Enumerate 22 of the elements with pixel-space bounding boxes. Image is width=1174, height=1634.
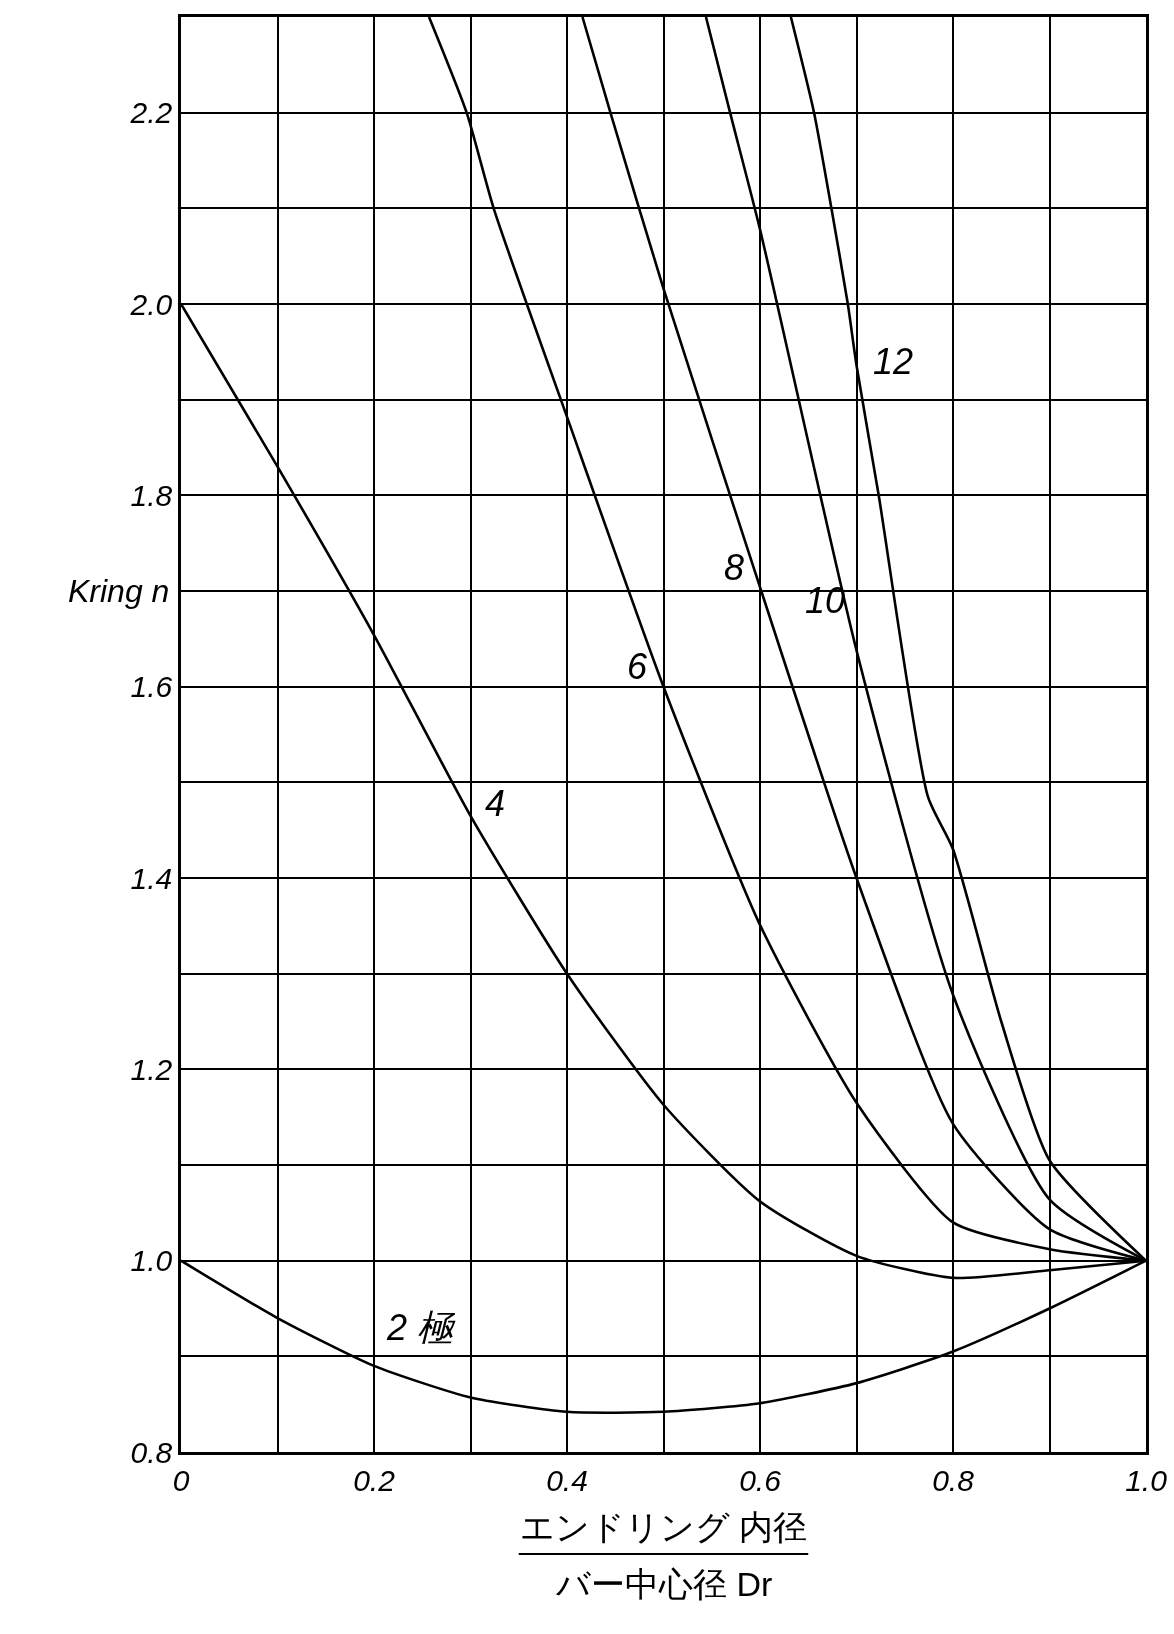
x-tick-label: 0.2	[353, 1463, 396, 1497]
y-tick-label: 1.8	[130, 478, 173, 512]
y-tick-label: 1.6	[130, 670, 173, 704]
x-tick-label: 0.6	[739, 1463, 782, 1497]
series-label: 12	[873, 341, 914, 382]
x-tick-label: 0	[172, 1463, 190, 1497]
y-tick-label: 1.0	[130, 1244, 173, 1278]
x-tick-label: 0.8	[932, 1463, 975, 1497]
y-tick-label: 1.2	[130, 1052, 173, 1086]
series-label: 6	[627, 646, 648, 687]
series-label: 4	[485, 783, 506, 824]
series-label: 8	[724, 547, 745, 588]
y-tick-label: 0.8	[130, 1435, 173, 1469]
y-tick-label: 1.4	[130, 861, 173, 895]
x-axis-title: エンドリング 内径	[520, 1508, 808, 1546]
x-tick-label: 1.0	[1125, 1463, 1168, 1497]
x-tick-label: 0.4	[546, 1463, 588, 1497]
text: バー中心径 Dr	[555, 1565, 773, 1603]
y-axis-title: Kring n	[68, 573, 170, 609]
series-label: 2 極	[386, 1307, 457, 1348]
y-tick-label: 2.2	[129, 96, 173, 130]
y-tick-label: 2.0	[129, 287, 173, 321]
